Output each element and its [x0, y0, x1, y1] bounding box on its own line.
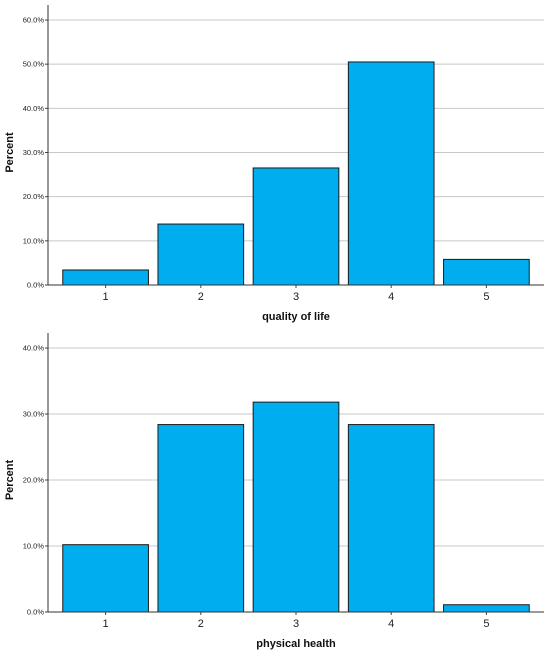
x-tick-label: 3: [293, 291, 299, 303]
bar-5: [443, 604, 530, 613]
y-tick-label: 0.0%: [27, 608, 44, 617]
x-tick-label: 3: [293, 618, 299, 630]
y-tick-label: 10.0%: [23, 236, 45, 245]
y-axis-title: Percent: [4, 132, 16, 173]
x-tick-label: 5: [483, 291, 489, 303]
y-tick-label: 0.0%: [27, 281, 44, 290]
bar-2: [157, 424, 245, 613]
bar-3: [252, 167, 340, 286]
bar-5: [443, 258, 530, 286]
y-tick-label: 40.0%: [23, 344, 45, 353]
bar-2: [157, 223, 245, 286]
x-tick-label: 1: [103, 291, 109, 303]
x-axis-title: quality of life: [262, 311, 330, 323]
y-tick-label: 30.0%: [23, 410, 45, 419]
x-axis-title: physical health: [256, 638, 336, 650]
bar-1: [62, 544, 149, 613]
x-tick-label: 4: [388, 618, 394, 630]
y-tick-label: 10.0%: [23, 542, 45, 551]
x-tick-label: 5: [483, 618, 489, 630]
x-tick-label: 1: [103, 618, 109, 630]
bar-3: [252, 401, 340, 613]
y-tick-label: 20.0%: [23, 192, 45, 201]
y-tick-label: 60.0%: [23, 16, 45, 25]
y-tick-label: 50.0%: [23, 60, 45, 69]
physical-health-chart: 0.0% 10.0% 20.0% 30.0% 40.0% 1 2 3 4 5 physical he…: [4, 333, 544, 650]
y-tick-label: 30.0%: [23, 148, 45, 157]
x-tick-label: 4: [388, 291, 394, 303]
bar-4: [347, 424, 435, 613]
y-tick-label: 40.0%: [23, 104, 45, 113]
y-tick-label: 20.0%: [23, 476, 45, 485]
bar-4: [347, 61, 435, 286]
y-axis-title: Percent: [4, 459, 16, 500]
x-tick-label: 2: [198, 618, 204, 630]
x-tick-label: 2: [198, 291, 204, 303]
bar-1: [62, 269, 149, 286]
quality-of-life-chart: 0.0% 10.0% 20.0% 30.0% 40.0% 50.0% 60.0% 1 2 3 4 5 q…: [4, 5, 544, 323]
